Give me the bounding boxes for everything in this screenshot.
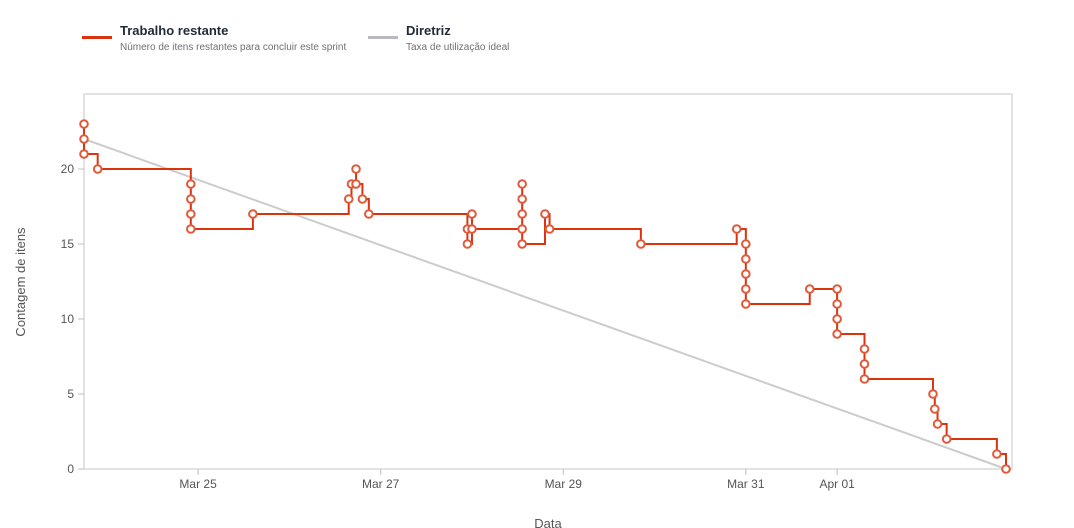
data-point[interactable] xyxy=(859,374,870,384)
chart-legend: Trabalho restante Número de itens restan… xyxy=(82,22,638,53)
x-axis: Mar 25 Mar 27 Mar 29 Mar 31 Apr 01 xyxy=(179,469,855,491)
data-point[interactable] xyxy=(741,239,751,249)
y-axis: 0 5 10 15 20 xyxy=(61,162,84,476)
data-point[interactable] xyxy=(351,164,361,174)
x-tick-label: Mar 25 xyxy=(179,477,217,491)
data-point[interactable] xyxy=(859,344,870,354)
plot-frame xyxy=(83,93,1013,470)
data-point[interactable] xyxy=(832,329,842,339)
data-point[interactable] xyxy=(186,224,196,234)
data-point[interactable] xyxy=(79,134,89,144)
data-point[interactable] xyxy=(79,119,89,129)
legend-desc-remaining: Número de itens restantes para concluir … xyxy=(120,42,347,53)
data-point[interactable] xyxy=(517,179,527,189)
data-point[interactable] xyxy=(467,224,477,234)
data-point[interactable] xyxy=(932,419,943,429)
x-tick-label: Apr 01 xyxy=(819,477,855,491)
data-point[interactable] xyxy=(992,449,1002,459)
legend-item-remaining[interactable]: Trabalho restante Número de itens restan… xyxy=(82,22,352,53)
legend-name-guideline: Diretriz xyxy=(406,23,451,38)
data-point[interactable] xyxy=(1001,464,1011,474)
data-point[interactable] xyxy=(186,179,196,189)
data-point[interactable] xyxy=(929,404,940,414)
series-line-guideline xyxy=(83,138,1007,470)
data-point[interactable] xyxy=(928,389,938,399)
data-point[interactable] xyxy=(517,209,527,219)
data-point[interactable] xyxy=(731,224,742,234)
data-point[interactable] xyxy=(517,239,527,249)
data-point[interactable] xyxy=(804,284,815,294)
y-axis-title: Contagem de itens xyxy=(13,227,28,337)
legend-name-remaining: Trabalho restante xyxy=(120,23,229,38)
y-tick-label: 20 xyxy=(61,162,75,176)
marker-layer xyxy=(79,119,1011,474)
x-tick-label: Mar 27 xyxy=(362,477,400,491)
data-point[interactable] xyxy=(941,434,952,444)
data-point[interactable] xyxy=(343,194,354,204)
data-point[interactable] xyxy=(832,299,842,309)
legend-swatch-remaining xyxy=(82,36,112,39)
x-axis-title: Data xyxy=(534,516,562,528)
data-point[interactable] xyxy=(357,194,368,204)
data-point[interactable] xyxy=(741,269,751,279)
data-point[interactable] xyxy=(364,209,374,219)
data-point[interactable] xyxy=(92,164,103,174)
data-point[interactable] xyxy=(517,194,527,204)
y-tick-label: 15 xyxy=(61,237,75,251)
x-tick-label: Mar 31 xyxy=(727,477,765,491)
legend-swatch-guideline xyxy=(368,36,398,39)
data-point[interactable] xyxy=(544,224,555,234)
data-point[interactable] xyxy=(540,209,550,219)
data-point[interactable] xyxy=(186,194,196,204)
data-point[interactable] xyxy=(741,299,751,309)
data-point[interactable] xyxy=(79,149,89,159)
series-line-remaining xyxy=(83,124,1007,469)
data-point[interactable] xyxy=(351,179,361,189)
data-point[interactable] xyxy=(462,239,473,249)
data-point[interactable] xyxy=(248,209,258,219)
data-point[interactable] xyxy=(467,209,477,219)
legend-item-guideline[interactable]: Diretriz Taxa de utilização ideal xyxy=(368,22,638,53)
y-tick-label: 5 xyxy=(67,387,74,401)
data-point[interactable] xyxy=(741,254,751,264)
legend-desc-guideline: Taxa de utilização ideal xyxy=(406,42,510,53)
data-point[interactable] xyxy=(186,209,196,219)
series-layer xyxy=(83,124,1007,470)
data-point[interactable] xyxy=(636,239,646,249)
y-tick-label: 10 xyxy=(61,312,75,326)
data-point[interactable] xyxy=(741,284,751,294)
data-point[interactable] xyxy=(832,314,842,324)
y-tick-label: 0 xyxy=(67,462,74,476)
data-point[interactable] xyxy=(832,284,842,294)
data-point[interactable] xyxy=(517,224,527,234)
data-point[interactable] xyxy=(859,359,870,369)
x-tick-label: Mar 29 xyxy=(545,477,583,491)
